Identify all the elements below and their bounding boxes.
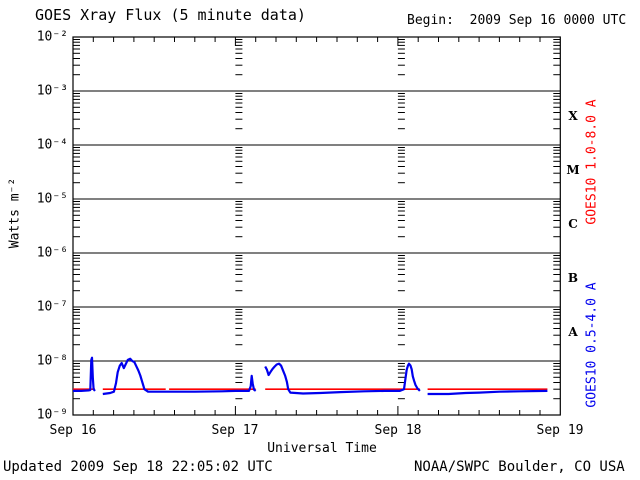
flare-class-c: C bbox=[568, 217, 578, 231]
source-credit: NOAA/SWPC Boulder, CO USA bbox=[414, 459, 625, 475]
chart-title: GOES Xray Flux (5 minute data) bbox=[35, 6, 306, 24]
y-tick-label-1e-3: 10⁻³ bbox=[36, 83, 68, 99]
x-tick-label-sep17: Sep 17 bbox=[211, 423, 259, 438]
y-tick-label-1e-2: 10⁻² bbox=[36, 29, 68, 45]
y-axis-title: Watts m⁻² bbox=[7, 177, 23, 249]
begin-timestamp: Begin: 2009 Sep 16 0000 UTC bbox=[407, 13, 627, 28]
series-line-blue bbox=[427, 389, 548, 396]
series-line-blue bbox=[102, 357, 257, 396]
flare-class-x: X bbox=[568, 109, 578, 123]
y-tick-label-1e-4: 10⁻⁴ bbox=[36, 137, 68, 153]
flare-class-m: M bbox=[566, 163, 580, 177]
x-tick-label-sep16: Sep 16 bbox=[49, 423, 97, 438]
x-axis-title: Universal Time bbox=[267, 441, 377, 456]
plot-frame bbox=[72, 36, 561, 416]
flare-class-b: B bbox=[567, 271, 579, 285]
y-tick-label-1e-5: 10⁻⁵ bbox=[36, 191, 68, 207]
x-tick-label-sep18: Sep 18 bbox=[374, 423, 422, 438]
y-tick-label-1e-7: 10⁻⁷ bbox=[36, 299, 68, 315]
x-tick-label-sep19: Sep 19 bbox=[536, 423, 584, 438]
legend-blue-series-label: GOES10 0.5-4.0 A bbox=[584, 282, 600, 408]
legend-red-series-label: GOES10 1.0-8.0 A bbox=[584, 99, 600, 225]
y-tick-label-1e-6: 10⁻⁶ bbox=[36, 245, 68, 261]
series-line-blue bbox=[264, 362, 421, 395]
series-line-blue bbox=[73, 356, 96, 392]
y-tick-label-1e-8: 10⁻⁸ bbox=[36, 353, 68, 369]
flare-class-a: A bbox=[568, 325, 578, 339]
y-tick-label-1e-9: 10⁻⁹ bbox=[36, 407, 68, 423]
updated-timestamp: Updated 2009 Sep 18 22:05:02 UTC bbox=[3, 459, 273, 475]
